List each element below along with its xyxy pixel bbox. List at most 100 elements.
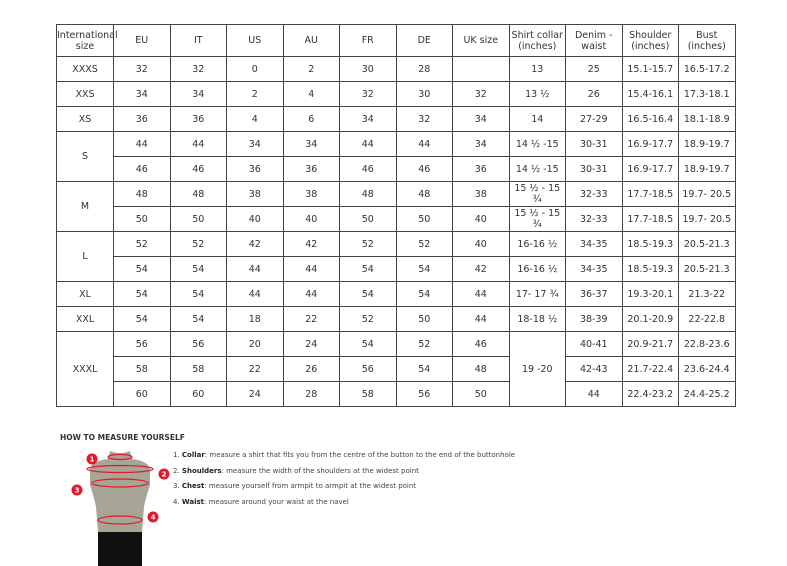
chest-line (91, 478, 149, 488)
step-text: : measure yourself from armpit to armpit… (204, 482, 417, 490)
column-header: Denim - waist (565, 24, 623, 57)
table-cell: 24 (282, 331, 340, 357)
table-cell: 38 (282, 181, 340, 207)
table-row: 46 46 36 36 46 46 36 14 ½ -15 30-31 16.9-17.7 18.9… (57, 156, 736, 182)
table-cell: 30-31 (565, 156, 623, 182)
guide-step: 1. Collar: measure a shirt that fits you… (173, 451, 515, 467)
table-cell: 34 (452, 131, 510, 157)
waist-line (97, 515, 143, 525)
table-cell: 32 (339, 81, 397, 107)
table-cell: 20 (226, 331, 284, 357)
table-cell: 52 (395, 331, 453, 357)
table-row: XL 54 54 44 44 54 54 44 17- 17 ¾ 36-37 19.3-20.1 21… (56, 281, 736, 307)
table-cell: 54 (169, 256, 227, 282)
table-cell: 34-35 (565, 256, 623, 282)
table-cell: 40 (452, 206, 510, 232)
table-cell: 22 (226, 356, 284, 382)
size-label: XXXS (56, 56, 114, 82)
table-cell: 36 (113, 106, 171, 132)
shorts-shape (98, 532, 142, 566)
table-cell: 19.7- 20.5 (678, 206, 736, 232)
table-cell: 58 (169, 356, 227, 382)
shoulder-line (86, 464, 154, 474)
step-text: : measure a shirt that fits you from the… (204, 451, 516, 459)
table-cell: 44 (226, 256, 284, 282)
guide-title: HOW TO MEASURE YOURSELF (60, 433, 185, 442)
table-cell: 2 (282, 56, 340, 82)
marker-circle (86, 453, 98, 465)
table-cell: 42-43 (565, 356, 623, 382)
table-cell: 38 (452, 181, 510, 207)
table-cell: 16.9-17.7 (621, 156, 679, 182)
table-cell: 16-16 ½ (508, 256, 566, 282)
table-cell: 32 (395, 106, 453, 132)
table-cell: 54 (113, 306, 171, 332)
guide-step: 3. Chest: measure yourself from armpit t… (173, 482, 515, 498)
torso-shape (90, 451, 150, 532)
table-cell: 34 (169, 81, 227, 107)
table-cell: 44 (565, 381, 623, 407)
table-cell: 15.1-15.7 (621, 56, 679, 82)
table-cell: 38-39 (565, 306, 623, 332)
table-cell (452, 56, 510, 82)
table-cell: 18.9-19.7 (678, 156, 736, 182)
table-cell: 18.5-19.3 (621, 256, 679, 282)
table-row: XS 36 36 4 6 34 32 34 14 27-29 16.5-16.4 18.1-18.9 (56, 106, 736, 132)
table-cell: 19.7- 20.5 (678, 181, 736, 207)
table-cell: 54 (395, 356, 453, 382)
marker-number: 2 (162, 471, 167, 479)
table-row: 54 54 44 44 54 54 42 16-16 ½ 34-35 18.5-19.3 20.5-… (57, 256, 736, 282)
table-row: 58 58 22 26 56 54 48 42-43 21.7-22.4 23.6-24.4 (57, 356, 736, 382)
guide-step: 2. Shoulders: measure the width of the s… (173, 467, 515, 483)
table-cell: 44 (113, 131, 171, 157)
table-cell: 23.6-24.4 (678, 356, 736, 382)
table-cell: 48 (395, 181, 453, 207)
table-cell: 34 (339, 106, 397, 132)
table-cell: 40 (226, 206, 284, 232)
table-cell: 20.5-21.3 (678, 231, 736, 257)
table-cell: 34 (282, 131, 340, 157)
table-cell: 54 (339, 281, 397, 307)
table-cell: 22 (282, 306, 340, 332)
table-cell: 56 (113, 331, 171, 357)
table-row: S 44 44 34 34 44 44 34 14 ½ -15 30-31 16.9-17.7 18.… (56, 131, 736, 182)
table-cell: 30 (339, 56, 397, 82)
table-cell: 50 (395, 206, 453, 232)
step-term: Waist (181, 497, 205, 506)
column-header: UK size (452, 24, 510, 57)
table-cell: 54 (339, 331, 397, 357)
table-cell: 25 (565, 56, 623, 82)
table-cell: 58 (339, 381, 397, 407)
marker-number: 4 (151, 514, 156, 522)
table-cell: 40-41 (565, 331, 623, 357)
table-cell: 52 (395, 231, 453, 257)
table-row: XXL 54 54 18 22 52 50 44 18-18 ½ 38-39 20.1-20.9 22… (56, 306, 736, 332)
size-label: S (56, 131, 114, 182)
table-cell: 18.9-19.7 (678, 131, 736, 157)
step-number: 4. (173, 497, 180, 506)
table-cell: 42 (226, 231, 284, 257)
table-cell: 50 (339, 206, 397, 232)
table-row: L 52 52 42 42 52 52 40 16-16 ½ 34-35 18.5-19.3 20.5… (56, 231, 736, 282)
column-header: International size (56, 24, 118, 57)
table-cell: 22-22.8 (678, 306, 736, 332)
table-cell: 4 (226, 106, 284, 132)
table-cell: 4 (282, 81, 340, 107)
table-cell: 34 (452, 106, 510, 132)
table-cell: 36-37 (565, 281, 623, 307)
table-cell: 36 (226, 156, 284, 182)
table-cell: 44 (452, 306, 510, 332)
step-text: : measure around your waist at the navel (204, 497, 349, 506)
size-label: XL (56, 281, 114, 307)
table-cell: 58 (113, 356, 171, 382)
table-cell: 19.3-20.1 (621, 281, 679, 307)
table-cell: 21.3-22 (678, 281, 736, 307)
table-cell: 32 (169, 56, 227, 82)
table-cell: 38 (226, 181, 284, 207)
table-cell: 54 (113, 281, 171, 307)
table-cell: 17.7-18.5 (621, 206, 679, 232)
torso-figure: 1 2 3 4 (71, 451, 170, 566)
table-cell: 18-18 ½ (508, 306, 566, 332)
header-row: International size EU IT US AU FR DE UK size Shi… (56, 24, 736, 57)
table-cell: 15 ½ - 15 ¾ (508, 206, 566, 232)
